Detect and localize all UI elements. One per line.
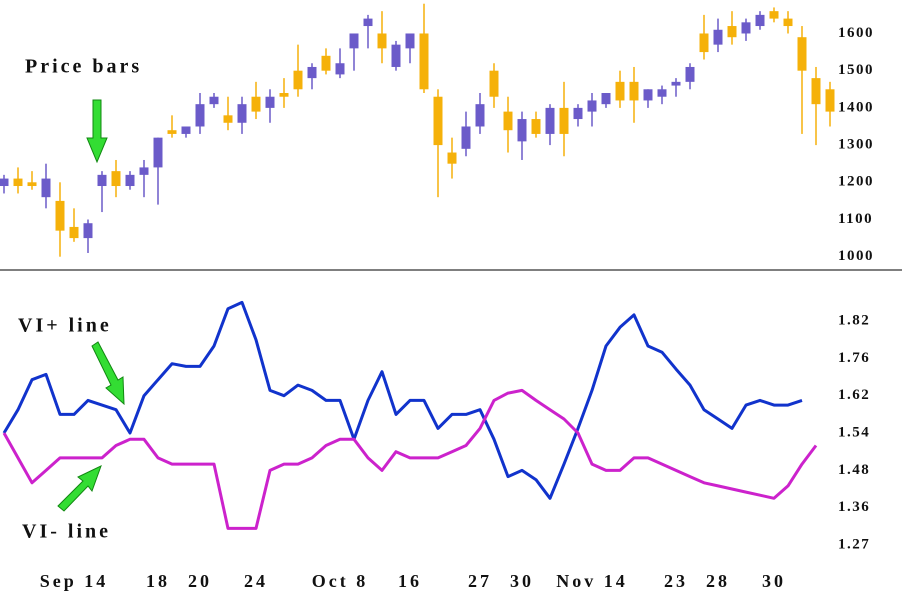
y-tick-label: 1600 bbox=[838, 25, 874, 41]
candle-body bbox=[783, 18, 793, 27]
candle-body bbox=[671, 81, 681, 86]
candle-body bbox=[699, 33, 709, 53]
vi-plus-annotation: VI+ line bbox=[18, 315, 112, 337]
y-tick-label: 1000 bbox=[838, 248, 874, 264]
x-tick-label: 30 bbox=[510, 571, 534, 591]
candle-body bbox=[237, 104, 247, 123]
x-tick-label: 20 bbox=[188, 571, 212, 591]
candle-body bbox=[125, 174, 135, 187]
x-tick-label: 24 bbox=[244, 571, 268, 591]
x-tick-label: Oct 8 bbox=[312, 571, 368, 591]
candle-body bbox=[657, 89, 667, 97]
y-tick-label: 1500 bbox=[838, 62, 874, 78]
candle-body bbox=[615, 81, 625, 101]
candle-body bbox=[181, 126, 191, 134]
candle-body bbox=[755, 14, 765, 27]
x-tick-label: 27 bbox=[468, 571, 492, 591]
candle-body bbox=[489, 70, 499, 97]
candle-body bbox=[433, 96, 443, 146]
candle-body bbox=[643, 89, 653, 101]
x-tick-label: Nov 14 bbox=[556, 571, 628, 591]
candle-body bbox=[517, 119, 527, 142]
candle-body bbox=[727, 26, 737, 38]
candle-body bbox=[13, 178, 23, 187]
candle-body bbox=[41, 178, 51, 198]
arrows bbox=[57, 99, 125, 512]
candle-body bbox=[629, 81, 639, 101]
candle-body bbox=[27, 182, 37, 187]
candle-body bbox=[475, 104, 485, 127]
candle-body bbox=[811, 78, 821, 105]
candle-body bbox=[139, 167, 149, 175]
candle-body bbox=[363, 18, 373, 27]
candle-body bbox=[447, 152, 457, 164]
candle-body bbox=[55, 200, 65, 231]
arrow bbox=[86, 99, 108, 164]
candle-body bbox=[97, 174, 107, 187]
vi-minus-annotation: VI- line bbox=[22, 521, 111, 543]
candle-body bbox=[587, 100, 597, 112]
candle-body bbox=[69, 226, 79, 239]
y-tick-label: 1.27 bbox=[838, 536, 870, 552]
candle-body bbox=[293, 70, 303, 90]
candle-body bbox=[573, 107, 583, 120]
candle-body bbox=[825, 89, 835, 112]
x-tick-label: Sep 14 bbox=[40, 571, 109, 591]
candle-body bbox=[251, 96, 261, 112]
candle-body bbox=[265, 96, 275, 108]
arrow bbox=[91, 341, 125, 406]
candle-body bbox=[209, 96, 219, 105]
candle-body bbox=[797, 37, 807, 71]
candle-body bbox=[741, 22, 751, 34]
candle-body bbox=[377, 33, 387, 49]
candle-body bbox=[153, 137, 163, 168]
candle-body bbox=[769, 11, 779, 19]
y-tick-label: 1.76 bbox=[838, 350, 870, 366]
y-tick-label: 1.36 bbox=[838, 499, 870, 515]
y-tick-label: 1300 bbox=[838, 137, 874, 153]
candle-body bbox=[685, 66, 695, 82]
candle-body bbox=[419, 33, 429, 90]
candle-body bbox=[391, 44, 401, 67]
vi-line bbox=[2, 300, 803, 500]
x-tick-label: 18 bbox=[146, 571, 170, 591]
candle-body bbox=[503, 111, 513, 131]
candle-body bbox=[167, 130, 177, 134]
y-tick-label: 1.82 bbox=[838, 313, 870, 329]
candle-body bbox=[195, 104, 205, 127]
candle-body bbox=[559, 107, 569, 134]
candle-body bbox=[601, 93, 611, 105]
y-tick-label: 1.62 bbox=[838, 387, 870, 403]
candle-body bbox=[321, 55, 331, 71]
price-bars-annotation: Price bars bbox=[25, 56, 142, 78]
y-tick-label: 1.48 bbox=[838, 462, 870, 478]
candle-body bbox=[83, 223, 93, 239]
candle-body bbox=[545, 107, 555, 134]
y-tick-label: 1.54 bbox=[838, 424, 870, 440]
candle-body bbox=[531, 119, 541, 134]
y-tick-label: 1200 bbox=[838, 174, 874, 190]
candle-body bbox=[349, 33, 359, 49]
candle-body bbox=[111, 171, 121, 187]
candle-body bbox=[279, 93, 289, 97]
x-tick-label: 30 bbox=[762, 571, 786, 591]
candle-body bbox=[713, 29, 723, 45]
candle-body bbox=[461, 126, 471, 149]
candle-body bbox=[307, 66, 317, 79]
x-tick-label: 16 bbox=[398, 571, 422, 591]
y-tick-label: 1100 bbox=[838, 211, 873, 227]
candle-body bbox=[223, 115, 233, 123]
candle-body bbox=[0, 178, 9, 187]
y-tick-label: 1400 bbox=[838, 99, 874, 115]
arrow bbox=[57, 465, 102, 512]
candle-body bbox=[335, 63, 345, 75]
vi-line bbox=[2, 388, 818, 530]
x-tick-label: 23 bbox=[664, 571, 688, 591]
candle-body bbox=[405, 33, 415, 49]
x-tick-label: 28 bbox=[706, 571, 730, 591]
